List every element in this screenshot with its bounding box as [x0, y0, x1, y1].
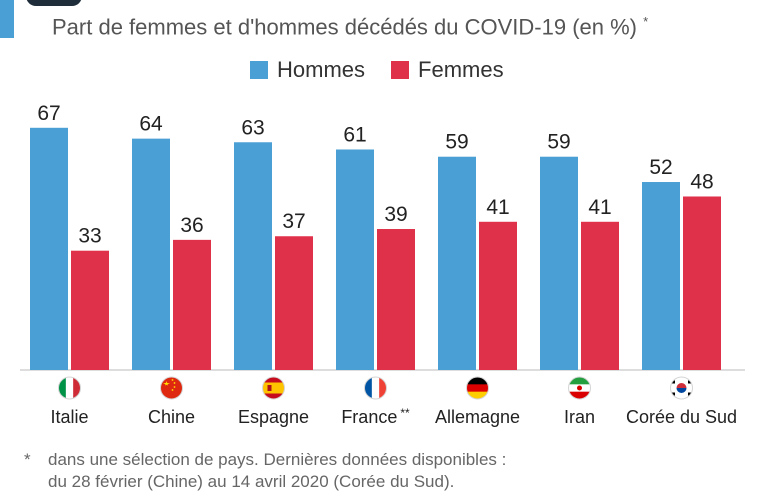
data-label-women-3: 39 — [384, 203, 407, 226]
title-accent-bar — [0, 0, 14, 38]
footnote-line-1: dans une sélection de pays. Dernières do… — [48, 450, 507, 469]
bar-women-1 — [173, 239, 211, 370]
iran-flag — [568, 376, 591, 400]
data-label-women-1: 36 — [180, 214, 203, 237]
footnote: * dans une sélection de pays. Dernières … — [24, 449, 506, 493]
bar-women-6 — [683, 196, 721, 370]
bar-men-3 — [336, 149, 374, 370]
legend-swatch-men — [250, 61, 268, 79]
data-label-men-0: 67 — [37, 102, 60, 125]
italy-flag — [58, 376, 81, 400]
title-remnant — [26, 0, 82, 6]
data-label-men-2: 63 — [241, 116, 264, 139]
data-label-women-6: 48 — [690, 170, 713, 193]
category-label-3: France ** — [341, 406, 410, 427]
legend-swatch-women — [391, 61, 410, 79]
data-label-women-0: 33 — [78, 225, 101, 248]
category-label-6: Corée du Sud — [626, 407, 737, 427]
subtitle-footnote-mark: * — [643, 14, 649, 29]
bar-women-2 — [275, 236, 313, 370]
category-label-4: Allemagne — [435, 407, 520, 427]
chart-subtitle: Part de femmes et d'hommes décédés du CO… — [52, 14, 648, 40]
category-label-0: Italie — [50, 407, 88, 427]
bar-men-0 — [30, 127, 68, 370]
legend-item-women: Femmes — [391, 57, 504, 83]
china-flag — [160, 376, 183, 400]
data-label-women-5: 41 — [588, 196, 611, 219]
data-label-men-3: 61 — [343, 123, 366, 146]
spain-flag — [262, 376, 285, 400]
data-label-men-1: 64 — [139, 113, 163, 136]
bar-women-0 — [71, 250, 109, 370]
category-footnote-mark-3: ** — [400, 406, 410, 420]
france-flag — [364, 376, 387, 400]
data-label-women-2: 37 — [282, 210, 305, 233]
category-label-2: Espagne — [238, 407, 309, 427]
bar-women-5 — [581, 221, 619, 370]
bar-women-4 — [479, 221, 517, 370]
footnote-mark: * — [24, 450, 31, 469]
bar-men-4 — [438, 156, 476, 370]
bar-men-2 — [234, 142, 272, 370]
bar-men-1 — [132, 138, 170, 370]
south-korea-flag — [670, 376, 693, 400]
data-label-men-6: 52 — [649, 156, 672, 179]
bar-women-3 — [377, 229, 415, 370]
category-label-5: Iran — [564, 407, 595, 427]
germany-flag — [466, 376, 489, 400]
data-label-women-4: 41 — [486, 196, 509, 219]
legend-item-men: Hommes — [250, 57, 365, 83]
footnote-line-2: du 28 février (Chine) au 14 avril 2020 (… — [48, 472, 455, 491]
data-label-men-5: 59 — [547, 131, 570, 154]
category-label-1: Chine — [148, 407, 195, 427]
subtitle-text: Part de femmes et d'hommes décédés du CO… — [52, 14, 638, 40]
legend-label-men: Hommes — [277, 57, 366, 82]
data-label-men-4: 59 — [445, 131, 468, 154]
legend-label-women: Femmes — [418, 57, 504, 82]
bar-men-6 — [642, 182, 680, 370]
bar-men-5 — [540, 156, 578, 370]
chart-legend: Hommes Femmes — [250, 57, 504, 83]
